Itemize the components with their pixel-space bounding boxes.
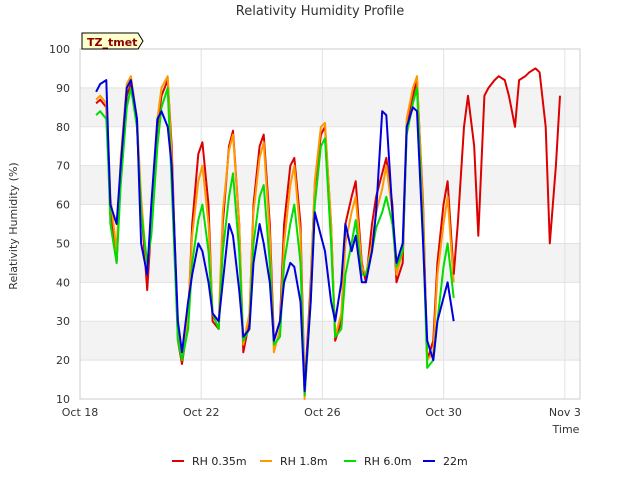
y-tick-label: 40 (56, 276, 70, 289)
band (80, 321, 580, 361)
band (80, 243, 580, 283)
y-tick-label: 80 (56, 121, 70, 134)
legend-label: RH 1.8m (280, 455, 328, 468)
y-tick-label: 20 (56, 354, 70, 367)
series-line-4 (452, 67, 561, 275)
x-tick-label: Oct 26 (304, 406, 341, 419)
band (80, 87, 580, 127)
station-badge: TZ_tmet (81, 32, 144, 50)
y-tick-label: 90 (56, 82, 70, 95)
x-tick-label: Oct 22 (183, 406, 220, 419)
x-tick-label: Nov 3 (549, 406, 581, 419)
x-tick-label: Oct 18 (62, 406, 99, 419)
y-tick-label: 30 (56, 315, 70, 328)
y-tick-label: 50 (56, 237, 70, 250)
legend-label: RH 6.0m (364, 455, 412, 468)
y-tick-label: 10 (56, 393, 70, 406)
series-line-3 (95, 79, 455, 393)
x-axis-ticks: Oct 18 Oct 22 Oct 26 Oct 30 Nov 3 (62, 406, 581, 419)
y-axis-ticks: 10 20 30 40 50 60 70 80 90 100 (49, 43, 70, 406)
y-tick-label: 100 (49, 43, 70, 56)
y-axis-label: Relativity Humidity (%) (7, 162, 20, 289)
chart-title: Relativity Humidity Profile (236, 4, 404, 19)
legend-label: 22m (443, 455, 468, 468)
y-tick-label: 70 (56, 160, 70, 173)
legend-label: RH 0.35m (192, 455, 247, 468)
background-bands (80, 87, 580, 361)
badge-shape (81, 32, 144, 50)
y-tick-label: 60 (56, 199, 70, 212)
x-axis-label: Time (552, 423, 580, 436)
series-layer (95, 67, 561, 400)
x-tick-label: Oct 30 (425, 406, 462, 419)
plot-frame (79, 48, 581, 400)
legend: RH 0.35m RH 1.8m RH 6.0m 22m (172, 455, 468, 468)
badge-text: TZ_tmet (87, 36, 137, 49)
